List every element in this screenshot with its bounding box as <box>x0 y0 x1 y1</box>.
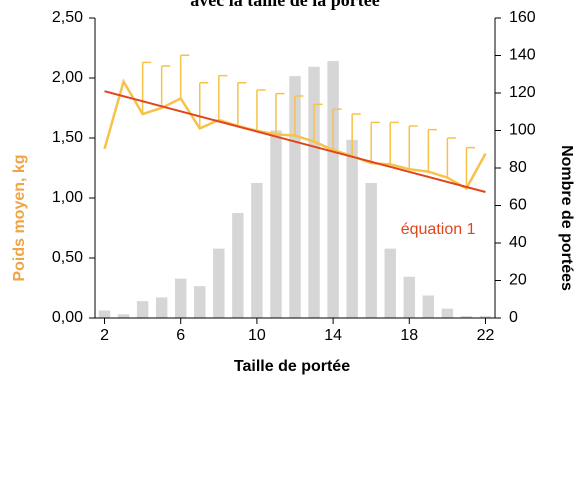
error-bar <box>408 125 418 170</box>
error-bar <box>465 146 475 189</box>
y-tick-label: 0,00 <box>52 309 83 326</box>
error-bar <box>313 103 323 142</box>
bar <box>289 76 301 318</box>
error-bar <box>141 61 152 114</box>
error-bar <box>160 65 171 108</box>
bar <box>213 248 225 318</box>
bar <box>194 286 206 318</box>
bar <box>308 66 320 318</box>
line-label: équation 1 <box>401 221 476 238</box>
error-bar <box>179 54 190 99</box>
bar <box>384 248 396 318</box>
y2-tick-label: 60 <box>509 197 527 214</box>
y-tick-label: 2,50 <box>52 9 83 26</box>
line <box>103 78 487 191</box>
chart-title: avec la taille de la portée <box>190 0 379 10</box>
line <box>104 90 486 193</box>
bar <box>441 308 454 318</box>
error-bar <box>275 92 285 135</box>
y2-tick-label: 80 <box>509 159 527 176</box>
error-bar <box>351 113 361 156</box>
x-tick-label: 6 <box>176 327 185 344</box>
y-tick-label: 1,00 <box>52 189 83 206</box>
x-tick-label: 10 <box>248 327 266 344</box>
bar <box>460 316 473 318</box>
bar <box>232 213 244 318</box>
error-bar <box>446 137 456 178</box>
bar <box>251 183 263 318</box>
y-axis-label: Poids moyen, kg <box>11 154 28 281</box>
error-bar <box>294 95 304 136</box>
y2-tick-label: 100 <box>509 122 536 139</box>
bar <box>346 139 358 318</box>
y-tick-label: 0,50 <box>52 249 83 266</box>
bar <box>136 301 149 318</box>
error-bar <box>218 74 228 120</box>
error-bar <box>199 82 209 129</box>
bar <box>422 295 435 318</box>
bar <box>270 130 282 318</box>
y-tick-label: 2,00 <box>52 69 83 86</box>
x-tick-label: 14 <box>324 327 342 344</box>
bar <box>479 316 492 318</box>
error-bar <box>370 121 380 164</box>
bar <box>175 278 187 318</box>
bar <box>98 310 111 318</box>
x-tick-label: 2 <box>100 327 109 344</box>
y-tick-label: 1,50 <box>52 129 83 146</box>
x-tick-label: 22 <box>477 327 495 344</box>
error-bar <box>237 82 247 126</box>
y2-tick-label: 0 <box>509 309 518 326</box>
y2-tick-label: 120 <box>509 84 536 101</box>
error-bar <box>389 121 399 165</box>
x-tick-label: 18 <box>400 327 418 344</box>
bar <box>117 314 130 318</box>
y2-tick-label: 20 <box>509 272 527 289</box>
error-bar <box>427 128 437 172</box>
y2-tick-label: 140 <box>509 47 536 64</box>
bar <box>365 183 377 318</box>
y2-axis-label: Nombre de portées <box>558 145 575 291</box>
bar <box>155 297 168 318</box>
bar <box>327 61 339 318</box>
error-bar <box>256 89 266 131</box>
bar <box>403 276 415 318</box>
error-bar <box>332 108 342 150</box>
y2-tick-label: 160 <box>509 9 536 26</box>
x-axis-label: Taille de portée <box>234 358 350 375</box>
y2-tick-label: 40 <box>509 234 527 251</box>
